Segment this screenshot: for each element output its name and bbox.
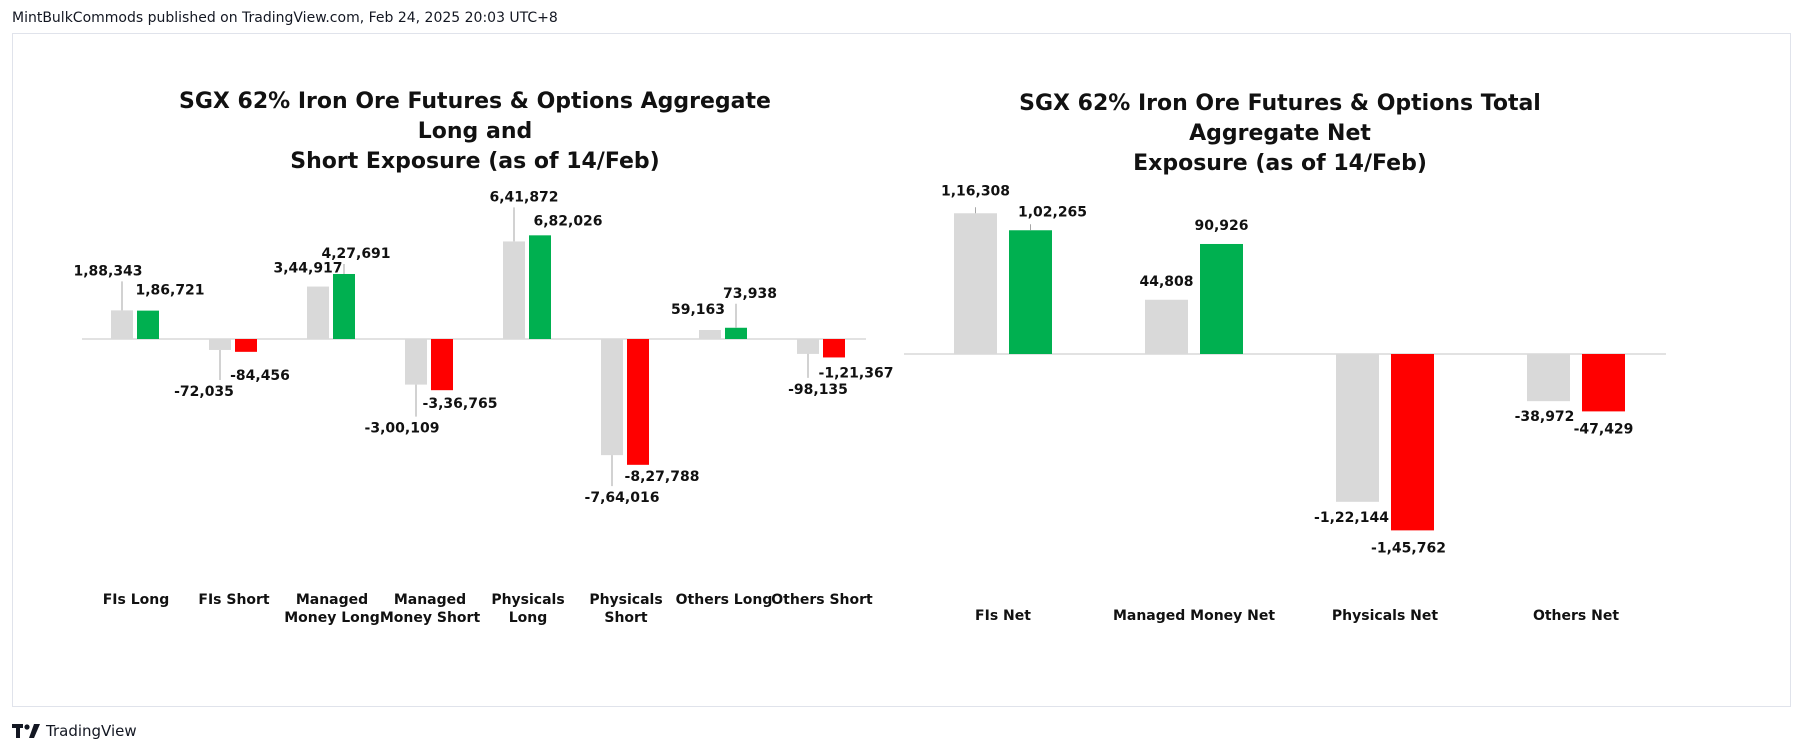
chart-2-data-label: -38,972: [1515, 409, 1575, 425]
chart-2-bar: [954, 213, 997, 354]
chart-1-category-label: FIs Short: [198, 592, 270, 608]
chart-1-bar: [307, 286, 329, 339]
chart-1-data-label: 6,41,872: [489, 189, 558, 205]
chart-1-data-label: -3,36,765: [423, 396, 498, 412]
chart-frame: [12, 33, 1791, 707]
chart-1-data-label: -7,64,016: [585, 490, 660, 506]
chart-1-title: SGX 62% Iron Ore Futures & Options Aggre…: [150, 87, 800, 177]
chart-1-bar: [235, 339, 257, 352]
chart-1-title-line1: SGX 62% Iron Ore Futures & Options Aggre…: [179, 89, 771, 144]
chart-1-bar: [431, 339, 453, 391]
chart-1-bar: [111, 310, 133, 339]
chart-1-category-label: Money Long: [284, 610, 380, 626]
chart-1-bar: [529, 235, 551, 339]
chart-1-data-label: -1,21,367: [819, 365, 894, 381]
chart-2-data-label: 1,02,265: [1018, 204, 1087, 220]
chart-1-data-label: 1,88,343: [73, 263, 142, 279]
chart-1-data-label: 59,163: [671, 302, 725, 318]
chart-2-bar: [1009, 230, 1052, 354]
chart-1-data-label: -98,135: [788, 382, 848, 398]
chart-1-data-label: -3,00,109: [365, 421, 440, 437]
chart-2-data-label: 90,926: [1194, 218, 1248, 234]
chart-1-bar: [601, 339, 623, 456]
chart-2-title-line2: Exposure (as of 14/Feb): [1133, 151, 1427, 176]
chart-1-category-label: Long: [509, 610, 548, 626]
chart-1-category-label: Others Long: [676, 592, 773, 608]
chart-2-bar: [1527, 354, 1570, 402]
chart-1-bar: [405, 339, 427, 385]
tradingview-brand[interactable]: TradingView: [12, 722, 137, 740]
chart-1-category-label: Others Short: [771, 592, 873, 608]
chart-1-data-label: 1,86,721: [135, 283, 204, 299]
chart-2-bar: [1145, 299, 1188, 354]
chart-1-category-label: Physicals: [589, 592, 662, 608]
chart-1-data-label: 73,938: [723, 286, 777, 302]
chart-1-category-label: Money Short: [380, 610, 481, 626]
chart-2-bar: [1336, 354, 1379, 502]
chart-1-category-label: FIs Long: [103, 592, 170, 608]
chart-2-data-label: 1,16,308: [941, 183, 1010, 199]
chart-1-category-label: Physicals: [491, 592, 564, 608]
chart-1-bar: [503, 241, 525, 339]
chart-1-category-label: Managed: [296, 592, 368, 608]
tradingview-logo-icon: [12, 724, 40, 738]
chart-2-category-label: Physicals Net: [1332, 608, 1438, 624]
chart-2-title: SGX 62% Iron Ore Futures & Options Total…: [960, 89, 1600, 179]
chart-2-bar: [1582, 354, 1625, 412]
chart-1-data-label: 6,82,026: [533, 213, 602, 229]
chart-1-bar: [137, 310, 159, 339]
chart-1-bar: [797, 339, 819, 354]
chart-1-bar: [209, 339, 231, 350]
chart-1-data-label: 3,44,917: [273, 261, 342, 277]
chart-1-category-label: Managed: [394, 592, 466, 608]
chart-1-bar: [627, 339, 649, 465]
chart-2-bar: [1391, 354, 1434, 531]
chart-2-title-line1: SGX 62% Iron Ore Futures & Options Total…: [1019, 91, 1541, 146]
chart-1-data-label: -72,035: [174, 384, 234, 400]
chart-1-bar: [725, 327, 747, 339]
chart-1-bar: [823, 339, 845, 358]
chart-1-bar: [699, 330, 721, 339]
chart-2-bar: [1200, 243, 1243, 354]
chart-1-bar: [333, 273, 355, 339]
chart-2-data-label: 44,808: [1139, 274, 1193, 290]
tradingview-brand-label: TradingView: [46, 722, 137, 740]
chart-1-category-label: Short: [604, 610, 648, 626]
chart-1-data-label: -8,27,788: [625, 469, 700, 485]
chart-2-category-label: Others Net: [1533, 608, 1619, 624]
publisher-line: MintBulkCommods published on TradingView…: [12, 10, 558, 26]
chart-2-category-label: FIs Net: [975, 608, 1031, 624]
chart-1-title-line2: Short Exposure (as of 14/Feb): [290, 149, 660, 174]
chart-1-data-label: -84,456: [230, 368, 290, 384]
chart-2-data-label: -1,22,144: [1314, 510, 1389, 526]
chart-2-data-label: -47,429: [1574, 421, 1634, 437]
chart-2-data-label: -1,45,762: [1371, 540, 1446, 556]
chart-2-category-label: Managed Money Net: [1113, 608, 1275, 624]
chart-1-data-label: 4,27,691: [321, 246, 390, 262]
